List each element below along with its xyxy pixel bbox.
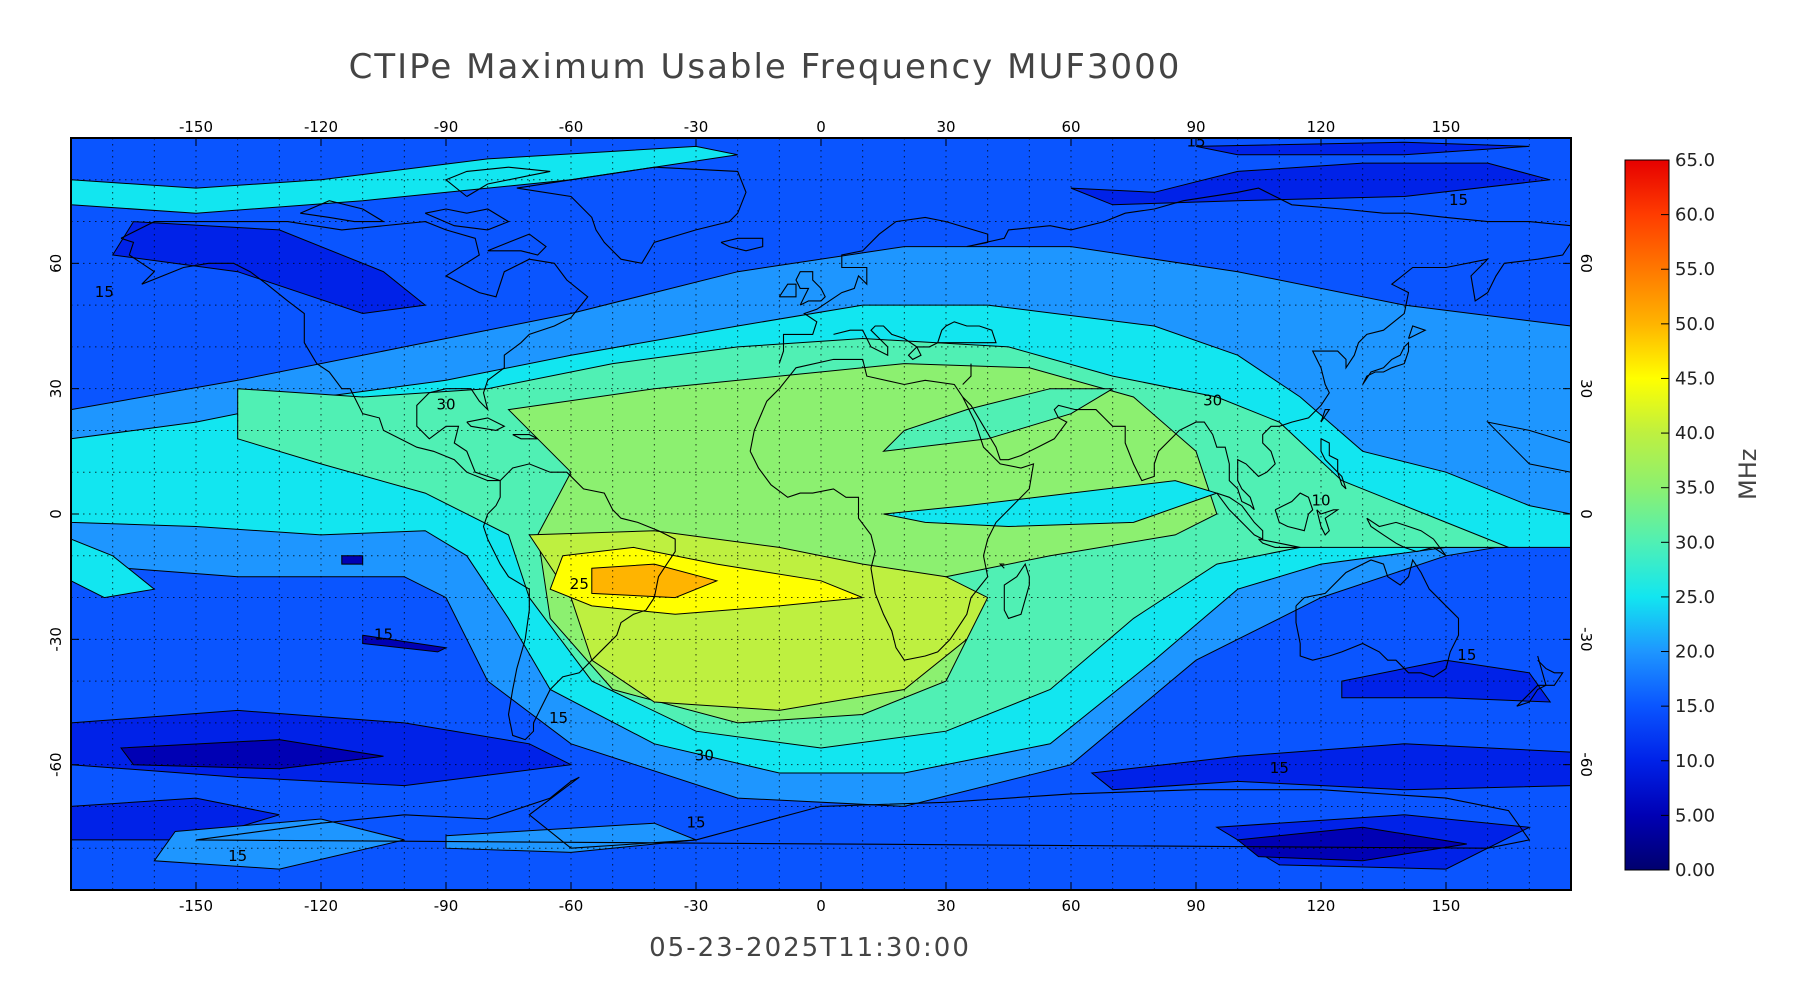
left-lat-tick-label: 30 [47,379,65,398]
contour-label: 10 [1311,492,1330,510]
chart-title: CTIPe Maximum Usable Frequency MUF3000 [348,47,1182,87]
colorbar-tick-label: 20.0 [1675,642,1715,663]
contour-label: 15 [95,283,114,301]
colorbar-tick-label: 60.0 [1675,205,1715,226]
coastline [512,434,538,440]
contour-region-5 [1236,826,1467,862]
coastline [424,208,510,231]
colorbar-tick-label: 5.00 [1675,805,1715,826]
coastline [1407,325,1427,339]
colorbar-tick-label: 30.0 [1675,532,1715,553]
bottom-lon-tick-label: -30 [684,897,709,915]
timestamp-label: 05-23-2025T11:30:00 [649,933,971,963]
bottom-lon-tick-label: -120 [304,897,338,915]
colorbar-tick-label: 0.00 [1675,860,1715,881]
contour-region-5 [120,739,384,770]
bottom-lon-tick-label: 60 [1061,897,1080,915]
bottom-lon-tick-label: 150 [1432,897,1461,915]
coastline [778,283,797,298]
colorbar-unit-label: MHz [1734,448,1762,500]
colorbar-tick-label: 25.0 [1675,587,1715,608]
coastline [487,233,547,256]
contour-region-20 [153,818,405,870]
top-lon-tick-label: 60 [1061,118,1080,136]
bottom-lon-tick-label: -150 [179,897,213,915]
colorbar-tick-label: 45.0 [1675,368,1715,389]
coastline [482,463,676,741]
contour-label: 15 [228,847,247,865]
coastline [1320,438,1347,490]
top-lon-tick-label: -60 [559,118,584,136]
right-lat-tick-label: -60 [1577,752,1595,777]
bottom-lon-tick-label: -60 [559,897,584,915]
coastline [1274,492,1314,532]
coastline [998,563,1005,569]
lat-lon-grid [71,138,1571,890]
colorbar-tick-label: 15.0 [1675,696,1715,717]
coastline [937,321,997,344]
left-lat-tick-label: -60 [47,752,65,777]
right-lat-tick-label: 0 [1577,509,1595,519]
top-lon-tick-label: 30 [936,118,955,136]
contour-region-30 [882,388,1115,452]
top-lon-tick-label: -120 [304,118,338,136]
contour-label: 30 [695,746,714,764]
contour-label: 15 [549,709,568,727]
left-lat-tick-label: 60 [47,254,65,273]
coastline [1216,492,1264,540]
coastline [1320,409,1331,423]
contour-region-25 [71,538,156,599]
contour-label: 15 [1449,191,1468,209]
contour-region-5 [341,555,364,565]
coastline [1003,562,1030,620]
coastline [1316,509,1340,536]
bottom-lon-tick-label: 0 [816,897,826,915]
left-lat-tick-label: 0 [47,509,65,519]
right-lat-tick-label: -30 [1577,627,1595,652]
coastline [833,325,938,361]
colorbar-tick-label: 40.0 [1675,423,1715,444]
contour-label: 25 [570,575,589,593]
bottom-lon-tick-label: -90 [434,897,459,915]
top-lon-tick-label: 150 [1432,118,1461,136]
colorbar-tick-label: 50.0 [1675,314,1715,335]
top-lon-tick-label: 90 [1186,118,1205,136]
coastline [1366,517,1447,557]
contour-region-20 [1486,421,1571,473]
contour-label: 15 [686,813,705,831]
coastline [466,417,506,431]
colorbar-tick-label: 10.0 [1675,751,1715,772]
coastline [962,363,972,385]
top-lon-tick-label: -30 [684,118,709,136]
bottom-lon-tick-label: 120 [1307,897,1336,915]
contour-label: 15 [374,625,393,643]
left-lat-tick-label: -30 [47,627,65,652]
coastline [1295,558,1460,678]
top-lon-tick-label: -90 [434,118,459,136]
coastline [962,242,1571,511]
contour-label: 30 [436,396,455,414]
top-lon-tick-label: 0 [816,118,826,136]
colorbar-tick-label: 65.0 [1675,150,1715,171]
colorbar-tick-label: 55.0 [1675,259,1715,280]
map-axes: -150 -150 -120 -120 -90 -90 -60 -60 -30 -30 0 0 30 30… [47,118,1595,915]
coastline [1258,538,1301,548]
coastline [720,237,764,252]
top-lon-tick-label: -150 [179,118,213,136]
colorbar-tick-label: 35.0 [1675,478,1715,499]
coastline [1362,341,1410,385]
colorbar: 65.0 60.0 55.0 50.0 45.0 40.0 35.0 30.0 25.0 20.0… [1624,150,1715,881]
right-lat-tick-label: 30 [1577,379,1595,398]
coastline [1516,684,1547,707]
contour-label: 15 [1457,646,1476,664]
bottom-lon-tick-label: 30 [936,897,955,915]
colorbar-scale [1624,159,1670,871]
bottom-lon-tick-label: 90 [1186,897,1205,915]
top-lon-tick-label: 120 [1307,118,1336,136]
contour-label: 15 [1270,759,1289,777]
contour-label: 30 [1203,391,1222,409]
right-lat-tick-label: 60 [1577,254,1595,273]
